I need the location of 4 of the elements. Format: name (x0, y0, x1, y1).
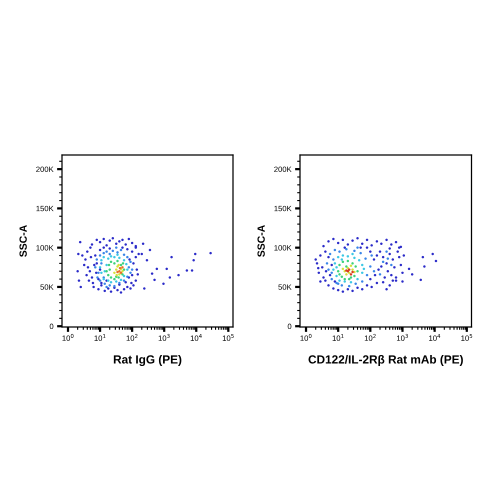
y-axis-title: SSC-A (19, 225, 27, 257)
x-axis-title: Rat IgG (PE) (114, 354, 182, 366)
y-axis-title: SSC-A (257, 225, 265, 257)
x-axis-title: CD122/IL-2Rβ Rat mAb (PE) (308, 354, 463, 366)
